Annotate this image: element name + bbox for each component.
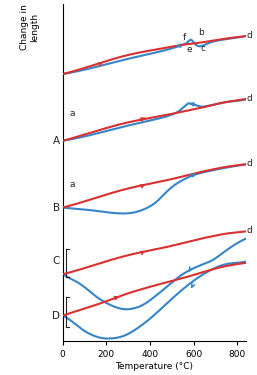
Text: B: B <box>53 202 60 213</box>
Text: d: d <box>247 94 253 103</box>
Text: f: f <box>183 33 186 42</box>
Text: C: C <box>53 256 60 266</box>
Text: Change in
length: Change in length <box>20 4 39 50</box>
X-axis label: Temperature (°C): Temperature (°C) <box>115 362 193 371</box>
Text: D: D <box>52 310 60 321</box>
Text: d: d <box>247 226 253 235</box>
Text: e: e <box>186 45 192 54</box>
Text: d: d <box>247 31 253 40</box>
Text: d: d <box>247 159 253 168</box>
Text: c: c <box>200 44 205 52</box>
Text: a: a <box>70 180 75 189</box>
Text: b: b <box>198 28 204 37</box>
Text: a: a <box>70 109 75 118</box>
Text: A: A <box>53 136 60 146</box>
